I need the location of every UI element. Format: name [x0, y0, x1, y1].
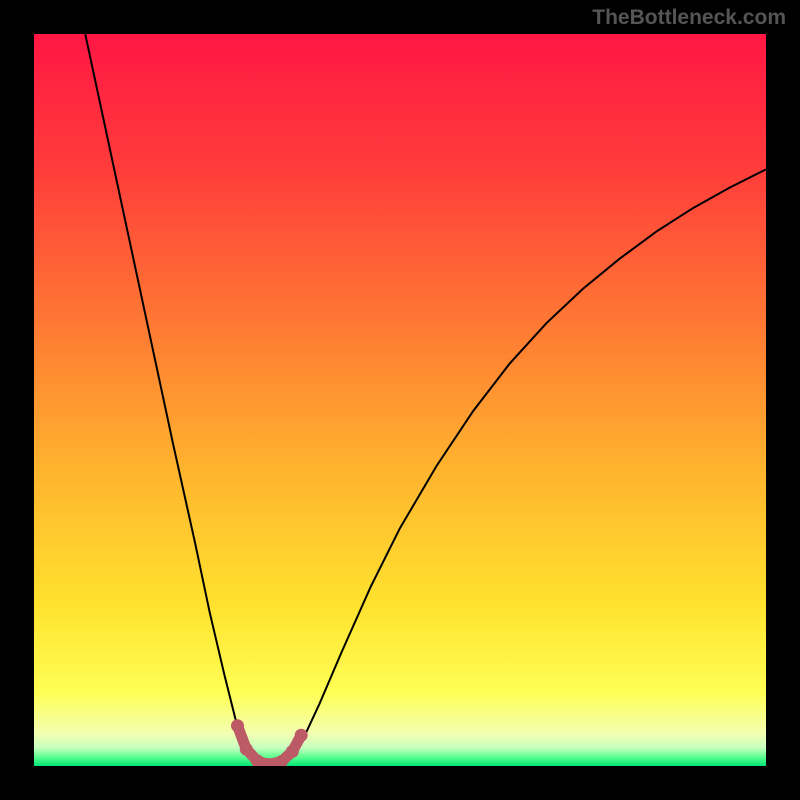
bottleneck-curve [85, 34, 766, 766]
watermark-text: TheBottleneck.com [592, 6, 786, 30]
curve-layer [34, 34, 766, 766]
plot-area [34, 34, 766, 766]
chart-frame: TheBottleneck.com [0, 0, 800, 800]
bottom-highlight-segment [231, 719, 308, 766]
